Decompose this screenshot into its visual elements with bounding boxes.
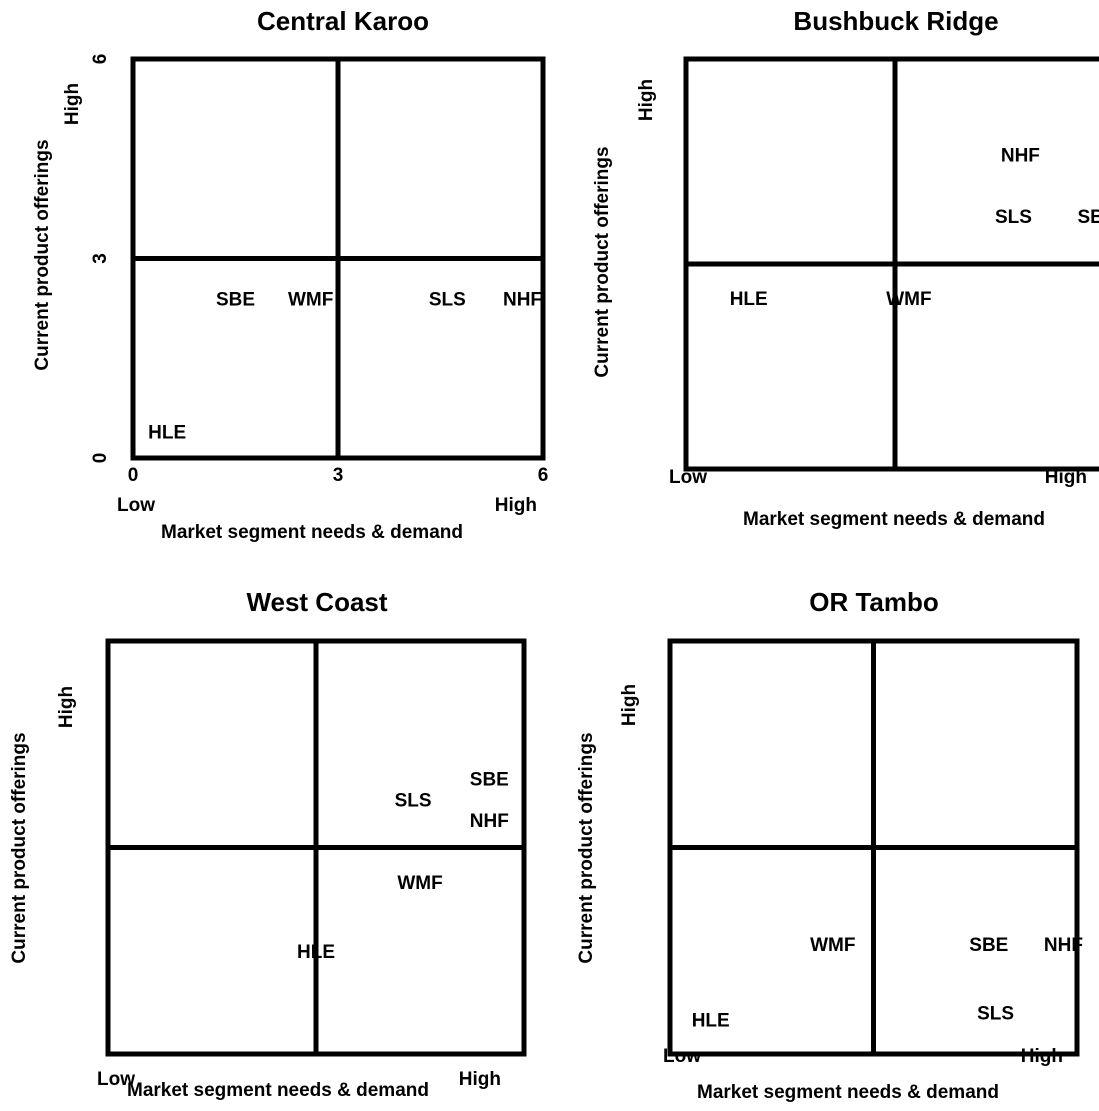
y-high-label: High [56, 686, 77, 728]
x-axis-label: Market segment needs & demand [743, 509, 1045, 530]
data-point-wmf: WMF [810, 935, 855, 956]
y-axis-label: Current product offerings [592, 146, 613, 377]
data-point-wmf: WMF [397, 873, 442, 894]
data-point-nhf: NHF [1044, 935, 1083, 956]
chart-title: OR Tambo [809, 587, 939, 617]
y-axis-label: Current product offerings [576, 732, 597, 963]
data-point-hle: HLE [730, 289, 768, 310]
x-low-label: Low [669, 467, 707, 488]
x-tick-label: 6 [538, 465, 549, 486]
data-point-hle: HLE [148, 422, 186, 443]
x-axis-label: Market segment needs & demand [697, 1082, 999, 1103]
chart-title: Bushbuck Ridge [793, 6, 998, 36]
y-tick-label: 6 [90, 54, 111, 65]
data-point-sbe: SBE [969, 935, 1008, 956]
data-point-sls: SLS [395, 790, 432, 811]
chart-title: Central Karoo [257, 6, 429, 36]
y-tick-label: 3 [90, 253, 111, 264]
x-high-label: High [495, 495, 537, 516]
data-point-nhf: NHF [470, 811, 509, 832]
data-point-wmf: WMF [886, 289, 931, 310]
x-low-label: Low [97, 1069, 135, 1090]
x-high-label: High [459, 1069, 501, 1090]
x-high-label: High [1021, 1046, 1063, 1067]
x-tick-label: 3 [333, 465, 344, 486]
data-point-hle: HLE [297, 942, 335, 963]
data-point-nhf: NHF [503, 289, 542, 310]
data-point-sbe: SBE [1077, 207, 1099, 228]
x-low-label: Low [663, 1046, 701, 1067]
data-point-sbe: SBE [216, 289, 255, 310]
y-tick-label: 0 [90, 453, 111, 464]
y-high-label: High [636, 79, 657, 121]
y-high-label: High [619, 684, 640, 726]
data-point-sls: SLS [429, 289, 466, 310]
x-axis-label: Market segment needs & demand [161, 522, 463, 543]
data-point-wmf: WMF [288, 289, 333, 310]
data-point-sbe: SBE [470, 770, 509, 791]
x-high-label: High [1045, 467, 1087, 488]
chart-title: West Coast [246, 587, 387, 617]
x-low-label: Low [117, 495, 155, 516]
data-point-nhf: NHF [1001, 146, 1040, 167]
data-point-hle: HLE [692, 1011, 730, 1032]
data-point-sls: SLS [977, 1004, 1014, 1025]
y-axis-label: Current product offerings [9, 732, 30, 963]
data-point-sls: SLS [995, 207, 1032, 228]
y-high-label: High [62, 83, 83, 125]
x-tick-label: 0 [128, 465, 139, 486]
x-axis-label: Market segment needs & demand [127, 1080, 429, 1101]
y-axis-label: Current product offerings [32, 139, 53, 370]
